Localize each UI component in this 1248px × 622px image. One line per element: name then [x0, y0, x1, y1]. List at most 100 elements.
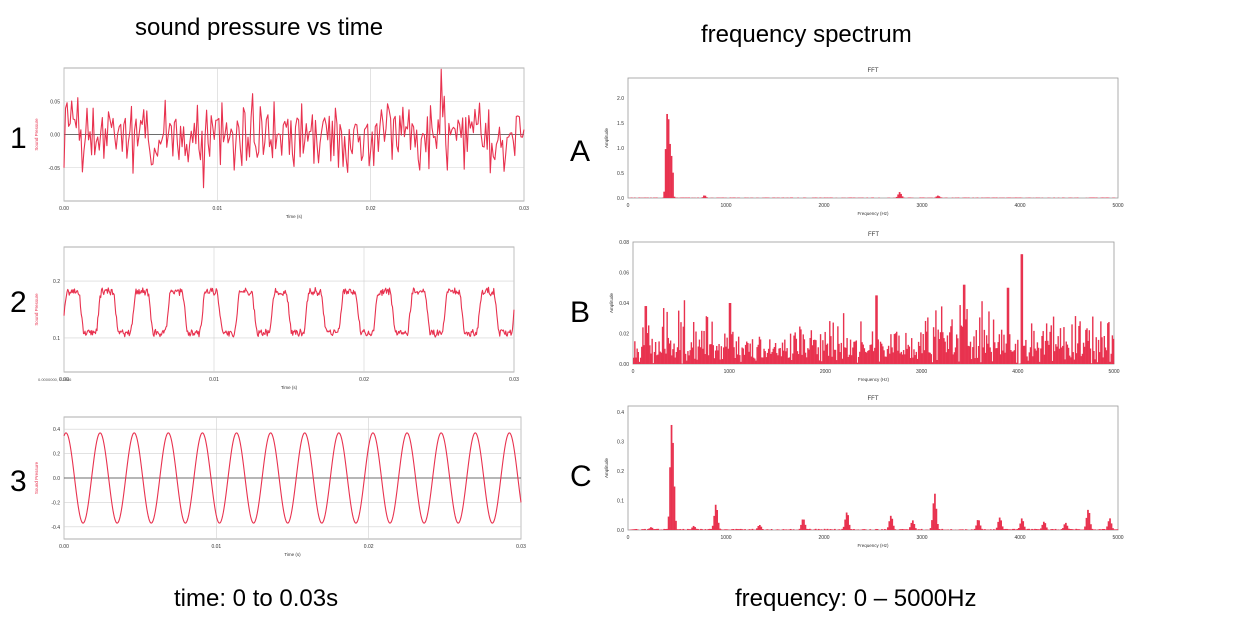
spectrum-bar	[806, 357, 808, 364]
spectrum-bar	[919, 197, 922, 198]
spectrum-bar	[816, 354, 818, 364]
spectrum-bar	[744, 344, 747, 364]
spectrum-bar	[777, 355, 779, 364]
spectrum-bar	[831, 529, 833, 530]
spectrum-bar	[798, 528, 801, 530]
spectrum-bar	[704, 529, 707, 530]
spectrum-bar	[872, 351, 875, 364]
spectrum-bar	[823, 528, 826, 530]
spectrum-bar	[803, 519, 805, 530]
spectrum-bar	[1026, 528, 1029, 530]
spectrum-bar	[837, 326, 839, 364]
spectrum-bar	[944, 341, 946, 364]
spectrum-bar	[739, 528, 742, 530]
spectrum-bar	[881, 343, 883, 364]
x-axis-label: Time (s)	[284, 552, 301, 557]
spectrum-bar	[1026, 356, 1028, 364]
spectrum-bar	[980, 362, 982, 364]
spectrum-bar	[1051, 360, 1054, 364]
spectrum-bar	[876, 529, 879, 530]
spectrum-bar	[703, 330, 705, 364]
spectrum-bar	[937, 524, 939, 530]
spectrum-bar	[707, 355, 710, 364]
spectrum-bar	[848, 354, 851, 364]
spectrum-bar	[928, 352, 930, 364]
spectrum-bar	[961, 326, 964, 364]
spectrum-bar	[862, 344, 864, 364]
spectrum-bar	[943, 338, 945, 364]
row-label-B: B	[570, 296, 591, 329]
spectrum-bar	[1102, 357, 1104, 364]
spectrum-bar	[1109, 361, 1111, 364]
spectrum-bar	[1109, 518, 1111, 530]
spectrum-bar	[1073, 359, 1076, 364]
spectrum-bar	[852, 347, 854, 364]
spectrum-bar	[920, 528, 923, 530]
spectrum-bar	[663, 528, 666, 530]
spectrum-bar	[817, 347, 819, 364]
spectrum-bar	[827, 355, 830, 364]
spectrum-bar	[930, 354, 932, 364]
spectrum-bar	[655, 528, 658, 530]
spectrum-bar	[931, 520, 933, 530]
spectrum-bar	[901, 529, 904, 530]
series-line	[63, 286, 515, 338]
spectrum-bar	[756, 347, 758, 364]
spectrum-bar	[850, 529, 852, 530]
spectrum-bar	[744, 529, 746, 530]
spectrum-bar	[1009, 529, 1011, 530]
spectrum-bar	[1087, 509, 1089, 530]
spectrum-bar	[682, 528, 685, 530]
spectrum-bar	[765, 357, 768, 364]
spectrum-bar	[782, 529, 785, 530]
spectrum-bar	[1055, 344, 1057, 364]
spectrum-bar	[658, 341, 660, 364]
spectrum-bar	[701, 529, 704, 530]
spectrum-bar	[666, 113, 668, 198]
spectrum-bar	[992, 529, 995, 530]
spectrum-bar	[1110, 353, 1112, 364]
spectrum-bar	[664, 529, 667, 530]
spectrum-bar	[722, 347, 725, 364]
y-tick-label: 0.05	[50, 99, 60, 105]
spectrum-bar	[1063, 524, 1066, 530]
spectrum-bar	[906, 529, 908, 530]
spectrum-bar	[710, 344, 712, 364]
spectrum-bar	[651, 338, 653, 364]
spectrum-bar	[1099, 352, 1101, 364]
spectrum-bar	[635, 357, 637, 364]
spectrum-bar	[927, 317, 929, 364]
spectrum-bar	[1069, 529, 1072, 530]
spectrum-bar	[1056, 346, 1058, 364]
spectrum-bar	[859, 351, 861, 364]
spectrum-bar	[714, 350, 717, 364]
spectrum-bar	[646, 333, 649, 364]
y-tick-label: 1.5	[617, 121, 624, 127]
spectrum-bar	[1017, 528, 1020, 530]
spectrum-bar	[1066, 525, 1069, 530]
y-axis-label: Amplitude	[609, 293, 614, 314]
spectrum-bar	[784, 339, 786, 364]
spectrum-bar	[1050, 325, 1052, 364]
spectrum-bar	[703, 195, 705, 198]
spectrum-bar	[1000, 329, 1003, 364]
spectrum-bar	[1011, 351, 1013, 364]
spectrum-bar	[975, 525, 977, 530]
spectrum-bar	[648, 325, 650, 364]
spectrum-bar	[990, 351, 992, 364]
spectrum-bar	[637, 352, 640, 364]
spectrum-bar	[650, 527, 652, 530]
spectrum-bar	[1075, 353, 1078, 364]
spectrum-bar	[1082, 529, 1085, 530]
spectrum-bar	[834, 528, 836, 530]
spectrum-bar	[1037, 529, 1039, 530]
spectrum-bar	[653, 529, 655, 530]
spectrum-bar	[887, 345, 890, 364]
spectrum-bar	[800, 329, 802, 364]
spectrum-bar	[799, 326, 801, 364]
spectrum-bar	[1095, 337, 1097, 364]
row-label-A: A	[570, 135, 591, 168]
spectrum-bar	[802, 334, 804, 364]
spectrum-bar	[709, 344, 711, 364]
